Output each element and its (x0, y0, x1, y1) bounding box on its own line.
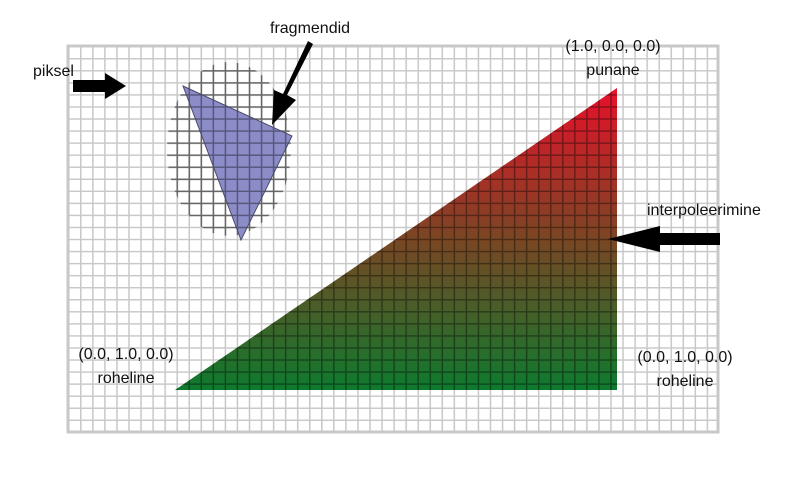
fragments-label: fragmendid (270, 20, 350, 37)
top-vertex-color-label: punane (586, 62, 639, 79)
left-vertex-color-label: roheline (98, 370, 155, 387)
pixel-arrow-icon (73, 73, 126, 99)
top-vertex-coords-label: (1.0, 0.0, 0.0) (565, 38, 660, 55)
interpolated-triangle (175, 88, 617, 390)
right-vertex-color-label: roheline (657, 373, 714, 390)
right-vertex-coords-label: (0.0, 1.0, 0.0) (637, 349, 732, 366)
interpolation-label: interpoleerimine (647, 202, 761, 219)
pixel-label: piksel (33, 63, 74, 80)
fragments-arrow-icon (272, 41, 313, 125)
interpolation-arrow-icon (608, 226, 720, 252)
left-vertex-coords-label: (0.0, 1.0, 0.0) (78, 346, 173, 363)
